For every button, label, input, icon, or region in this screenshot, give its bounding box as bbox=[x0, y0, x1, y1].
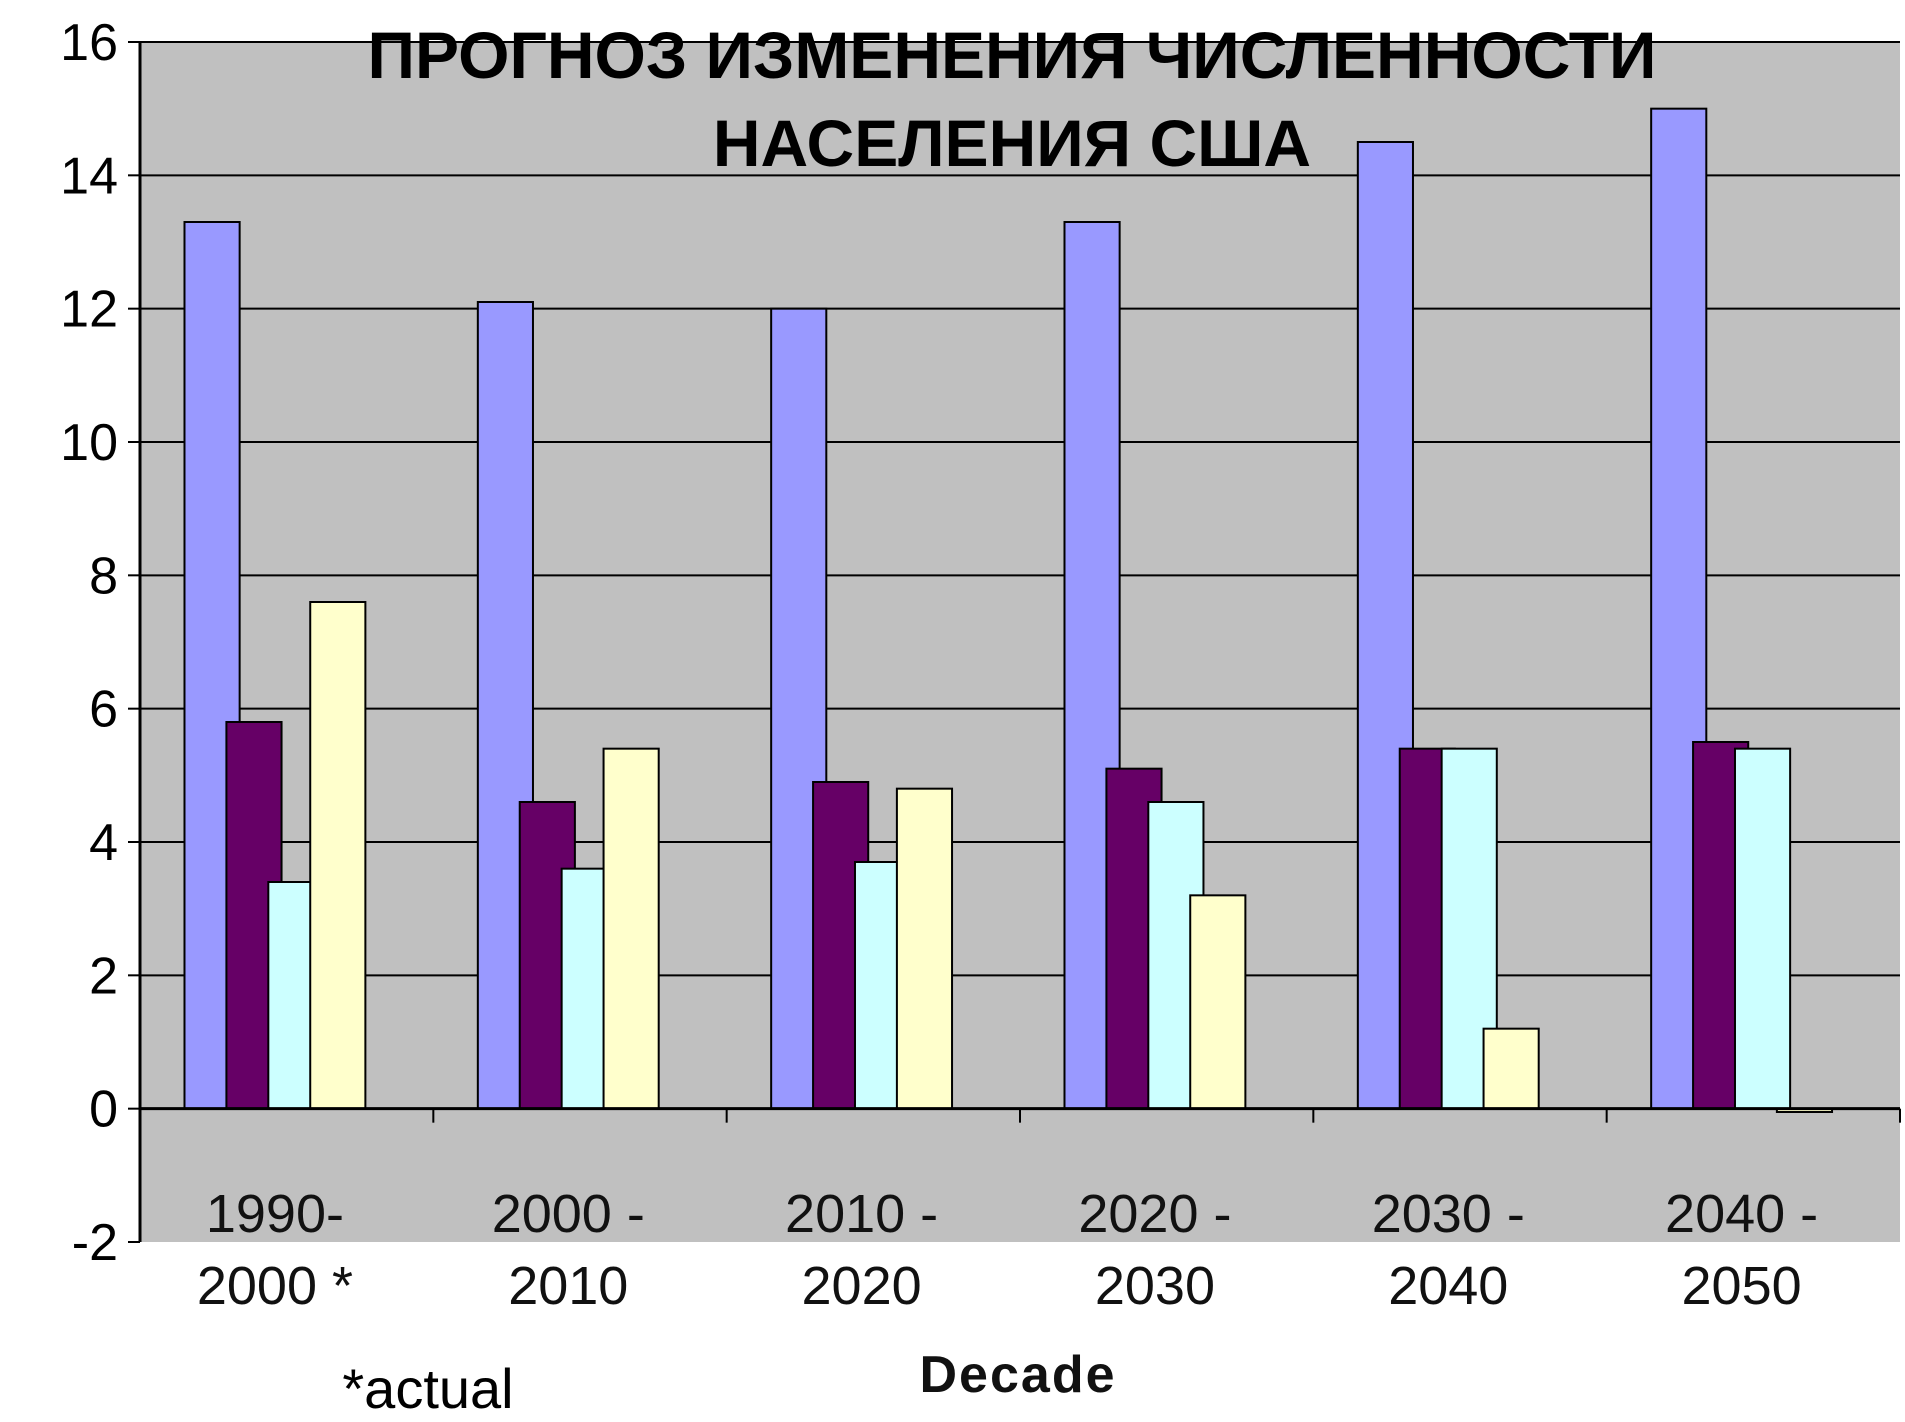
x-tick-label: 2010 bbox=[508, 1256, 628, 1316]
x-tick-label: 2000 - bbox=[492, 1184, 645, 1244]
plot-background bbox=[140, 42, 1900, 1242]
x-axis-label: Decade bbox=[920, 1346, 1117, 1404]
bar-s4-c5 bbox=[1482, 1027, 1540, 1110]
x-axis-ticks: 1990- 2000 * 2000 - 2010 2010 - 2020 2020 - 203… bbox=[139, 1108, 1901, 1316]
x-tick-label: 1990- bbox=[206, 1184, 344, 1244]
chart-labels: ПРОГНОЗ ИЗМЕНЕНИЯ ЧИСЛЕННОСТИ НАСЕЛЕНИЯ … bbox=[342, 18, 1657, 1420]
bar-s4-c1 bbox=[309, 601, 367, 1110]
x-tick-label: 2020 bbox=[802, 1256, 922, 1316]
x-tick-label: 2030 - bbox=[1372, 1184, 1525, 1244]
chart-title-line-2: НАСЕЛЕНИЯ США bbox=[713, 106, 1311, 180]
x-tick-label: 2040 bbox=[1388, 1256, 1508, 1316]
bars bbox=[183, 107, 1834, 1113]
y-tick-label: 12 bbox=[60, 281, 118, 339]
x-tick-label: 2000 * bbox=[197, 1256, 353, 1316]
bar-s4-c2 bbox=[602, 747, 660, 1110]
y-tick-label: 14 bbox=[60, 147, 118, 205]
x-tick-label: 2030 bbox=[1095, 1256, 1215, 1316]
y-tick-label: 10 bbox=[60, 414, 118, 472]
y-tick-label: -2 bbox=[72, 1214, 118, 1272]
y-tick-label: 8 bbox=[89, 547, 118, 605]
y-axis-ticks: -2 0 2 4 6 8 10 12 14 16 bbox=[60, 14, 140, 1272]
y-tick-label: 2 bbox=[89, 947, 118, 1005]
plot-area bbox=[140, 42, 1900, 1242]
actual-footnote: *actual bbox=[342, 1357, 513, 1417]
x-tick-label: 2020 - bbox=[1078, 1184, 1231, 1244]
y-tick-label: 6 bbox=[89, 681, 118, 739]
bar-s4-c3 bbox=[895, 787, 954, 1110]
bar-s3-c6 bbox=[1733, 747, 1792, 1110]
chart-title-line-1: ПРОГНОЗ ИЗМЕНЕНИЯ ЧИСЛЕННОСТИ bbox=[368, 18, 1657, 92]
gridlines bbox=[140, 41, 1900, 977]
y-tick-label: 16 bbox=[60, 14, 118, 72]
x-tick-label: 2010 - bbox=[785, 1184, 938, 1244]
x-tick-label: 2040 - bbox=[1665, 1184, 1818, 1244]
y-tick-label: 4 bbox=[89, 814, 118, 872]
y-tick-label: 0 bbox=[89, 1081, 118, 1139]
bar-s4-c4 bbox=[1189, 894, 1247, 1110]
x-tick-label: 2050 bbox=[1682, 1256, 1802, 1316]
